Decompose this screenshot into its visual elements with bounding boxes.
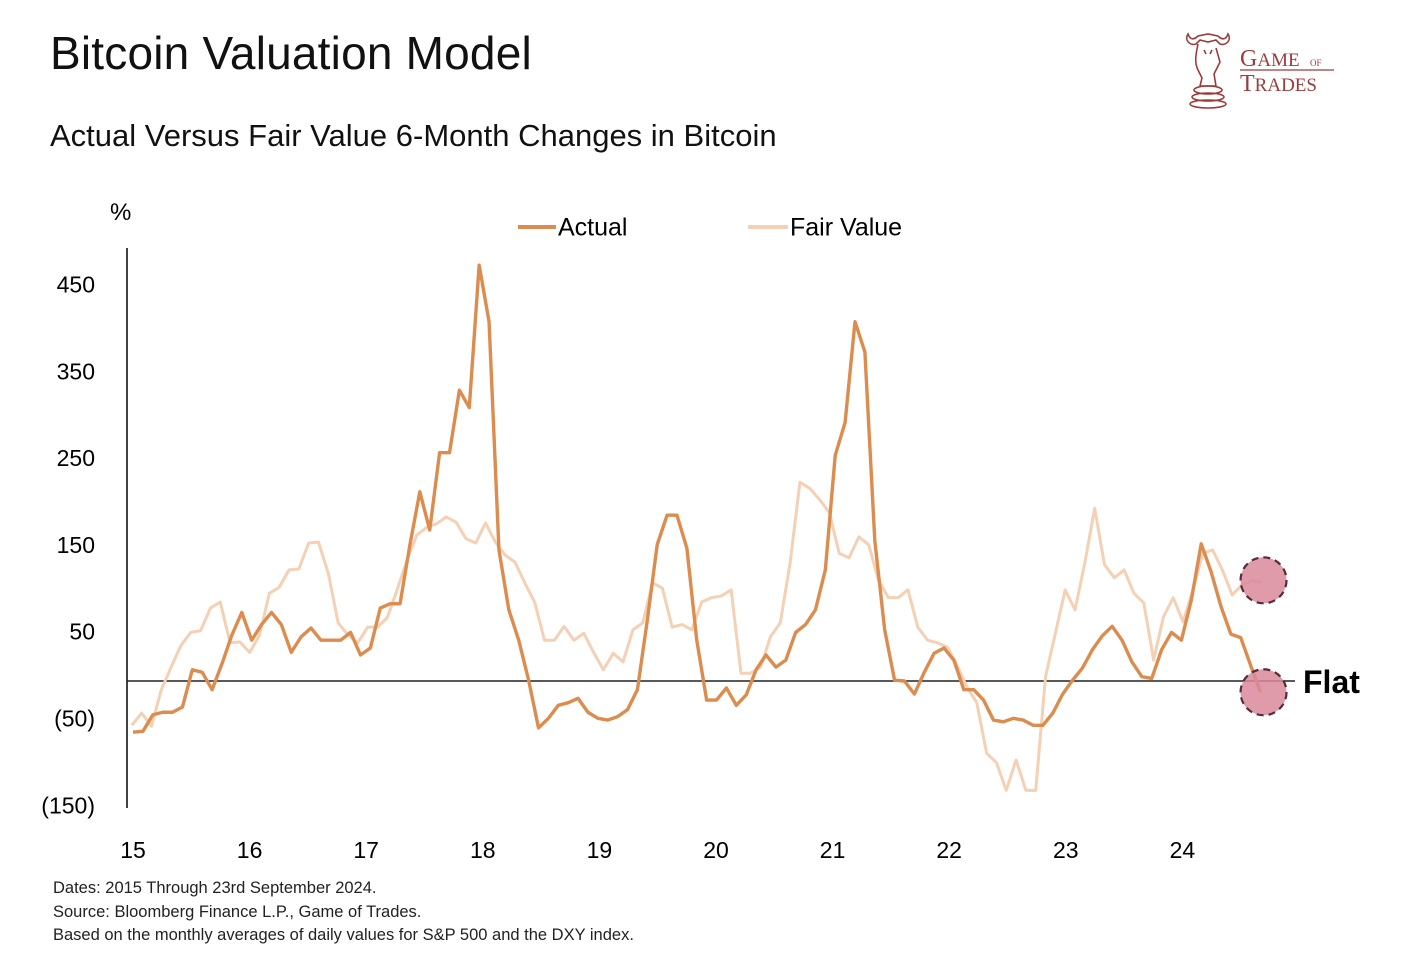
x-tick-label: 22: [936, 837, 962, 863]
legend-label-fair-value: Fair Value: [790, 214, 902, 242]
game-of-trades-logo: GAME OF TRADES: [1182, 26, 1342, 110]
logo-text-trades: TRADES: [1240, 71, 1317, 97]
highlight-circle: [1239, 668, 1288, 717]
y-tick-label: (150): [41, 792, 95, 818]
footnote-source: Source: Bloomberg Finance L.P., Game of …: [53, 902, 422, 921]
x-tick-label: 24: [1170, 837, 1196, 863]
y-axis-label: %: [110, 199, 131, 226]
legend-label-actual: Actual: [558, 214, 627, 242]
x-tick-label: 16: [237, 837, 263, 863]
x-tick-label: 20: [703, 837, 729, 863]
chart-subtitle: Actual Versus Fair Value 6-Month Changes…: [50, 118, 777, 153]
x-tick-label: 23: [1053, 837, 1079, 863]
series-line-actual: [132, 263, 1263, 734]
logo-text-of: OF: [1310, 58, 1322, 68]
y-tick-label: (50): [54, 705, 95, 731]
footnote-dates: Dates: 2015 Through 23rd September 2024.: [53, 879, 377, 897]
footnotes: Dates: 2015 Through 23rd September 2024.…: [53, 877, 634, 948]
series-line-fair-value: [130, 480, 1262, 792]
logo-text-game: GAME: [1240, 46, 1300, 72]
y-tick-label: 350: [57, 358, 95, 384]
highlight-circle: [1239, 556, 1288, 605]
x-tick-label: 18: [470, 837, 496, 863]
y-tick-label: 150: [57, 532, 95, 558]
y-tick-label: 450: [57, 271, 95, 297]
x-tick-label: 15: [120, 837, 146, 863]
bull-knight-icon: [1185, 32, 1231, 109]
flat-label: Flat: [1303, 664, 1360, 700]
x-tick-label: 17: [353, 837, 379, 863]
chart-title: Bitcoin Valuation Model: [50, 27, 532, 79]
y-tick-label: 50: [69, 619, 95, 645]
footnote-method: Based on the monthly averages of daily v…: [53, 926, 634, 944]
y-tick-label: 250: [57, 445, 95, 471]
x-tick-label: 21: [820, 837, 846, 863]
x-tick-label: 19: [587, 837, 613, 863]
